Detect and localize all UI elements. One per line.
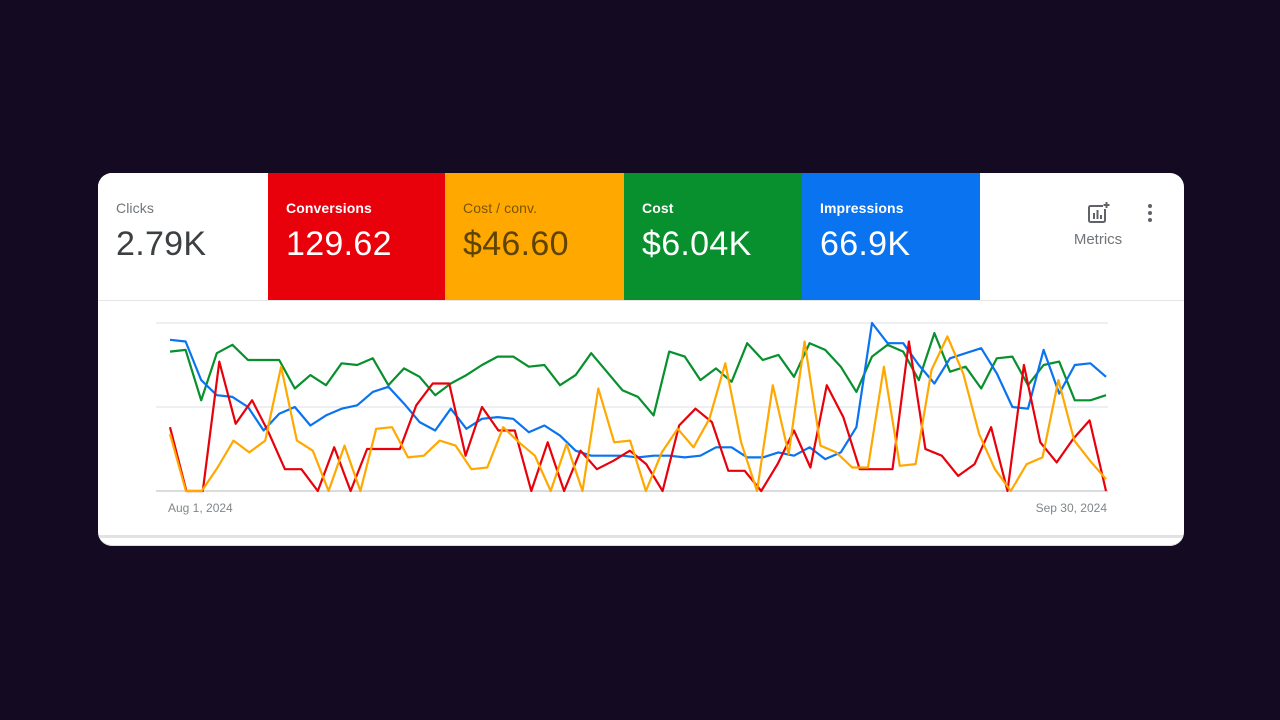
line-chart: Aug 1, 2024 Sep 30, 2024	[98, 301, 1184, 537]
scorecard-cost[interactable]: Cost $6.04K	[624, 173, 802, 300]
line-chart-svg	[156, 321, 1108, 493]
scorecard-conversions[interactable]: Conversions 129.62	[268, 173, 445, 300]
scorecard-label: Clicks	[116, 200, 154, 216]
scorecard-impressions[interactable]: Impressions 66.9K	[802, 173, 980, 300]
series-line-2	[168, 340, 1108, 493]
performance-card: Clicks 2.79K Conversions 129.62 Cost / c…	[98, 173, 1184, 546]
scorecard-cost-per-conversion[interactable]: Cost / conv. $46.60	[445, 173, 624, 300]
scorecard-row: Clicks 2.79K Conversions 129.62 Cost / c…	[98, 173, 1184, 301]
series-line-0	[169, 331, 1107, 417]
series-line-3	[168, 335, 1107, 493]
scorecard-value: $46.60	[463, 225, 569, 263]
metrics-label: Metrics	[1073, 231, 1123, 248]
scorecard-value: 129.62	[286, 225, 392, 263]
scorecard-label: Cost	[642, 200, 674, 216]
metrics-button[interactable]: Metrics	[1066, 201, 1130, 257]
scorecard-value: 66.9K	[820, 225, 911, 263]
scorecard-value: $6.04K	[642, 225, 752, 263]
more-options-button[interactable]	[1138, 201, 1162, 225]
chart-add-icon	[1088, 201, 1110, 223]
x-axis-start-label: Aug 1, 2024	[168, 501, 233, 515]
x-axis-end-label: Sep 30, 2024	[1035, 501, 1107, 515]
scorecard-label: Conversions	[286, 200, 372, 216]
scorecard-label: Cost / conv.	[463, 200, 538, 216]
chart-gridlines	[156, 322, 1108, 492]
scorecard-value: 2.79K	[116, 225, 207, 263]
scorecard-clicks[interactable]: Clicks 2.79K	[98, 173, 268, 300]
more-vert-icon	[1148, 204, 1152, 222]
scorecard-label: Impressions	[820, 200, 904, 216]
series-line-1	[169, 321, 1107, 461]
chart-series	[168, 321, 1108, 493]
